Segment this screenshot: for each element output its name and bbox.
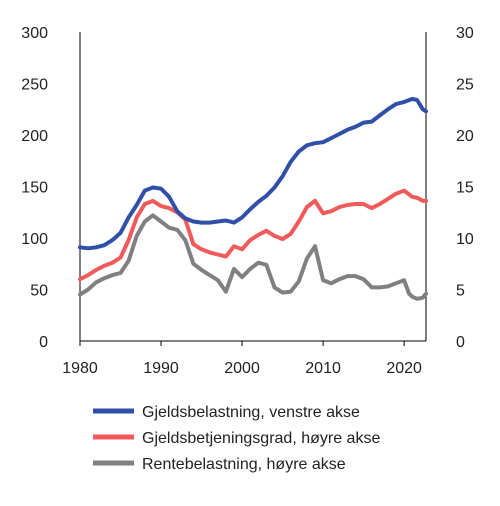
x-axis-ticks: 1980 1990 2000 2010 2020	[62, 341, 422, 377]
left-axis-ticks: 0 50 100 150 200 250 300	[21, 25, 48, 351]
series-line-gjeldsbetjeningsgrad	[78, 188, 428, 282]
x-axis-tick-label: 2000	[224, 360, 260, 377]
left-axis-tick-label: 300	[21, 25, 48, 42]
right-axis-tick-label: 20	[456, 128, 474, 145]
left-axis-tick-label: 50	[30, 283, 48, 300]
series-lines	[78, 96, 428, 301]
series-line-gjeldsbelastning	[78, 96, 428, 251]
legend-label: Rentebelastning, høyre akse	[142, 456, 346, 473]
right-axis-tick-label: 10	[456, 231, 474, 248]
left-axis-tick-label: 200	[21, 128, 48, 145]
legend-label: Gjeldsbetjeningsgrad, høyre akse	[142, 430, 380, 447]
legend-label: Gjeldsbelastning, venstre akse	[142, 404, 360, 421]
x-axis-tick-label: 2020	[386, 360, 422, 377]
right-axis-ticks: 0 5 10 15 20 25 30	[456, 25, 474, 351]
legend: Gjeldsbelastning, venstre akse Gjeldsbetj…	[93, 404, 380, 473]
x-axis-tick-label: 1990	[143, 360, 179, 377]
right-axis-tick-label: 15	[456, 180, 474, 197]
right-axis-tick-label: 0	[456, 334, 465, 351]
right-axis-tick-label: 25	[456, 77, 474, 94]
left-axis-tick-label: 150	[21, 180, 48, 197]
left-axis-tick-label: 0	[39, 334, 48, 351]
right-axis-tick-label: 30	[456, 25, 474, 42]
plot-frame	[79, 32, 427, 342]
series-line-rentebelastning	[78, 213, 428, 301]
x-axis-tick-label: 2010	[305, 360, 341, 377]
left-axis-tick-label: 100	[21, 231, 48, 248]
right-axis-tick-label: 5	[456, 283, 465, 300]
x-axis-tick-label: 1980	[62, 360, 98, 377]
left-axis-tick-label: 250	[21, 77, 48, 94]
